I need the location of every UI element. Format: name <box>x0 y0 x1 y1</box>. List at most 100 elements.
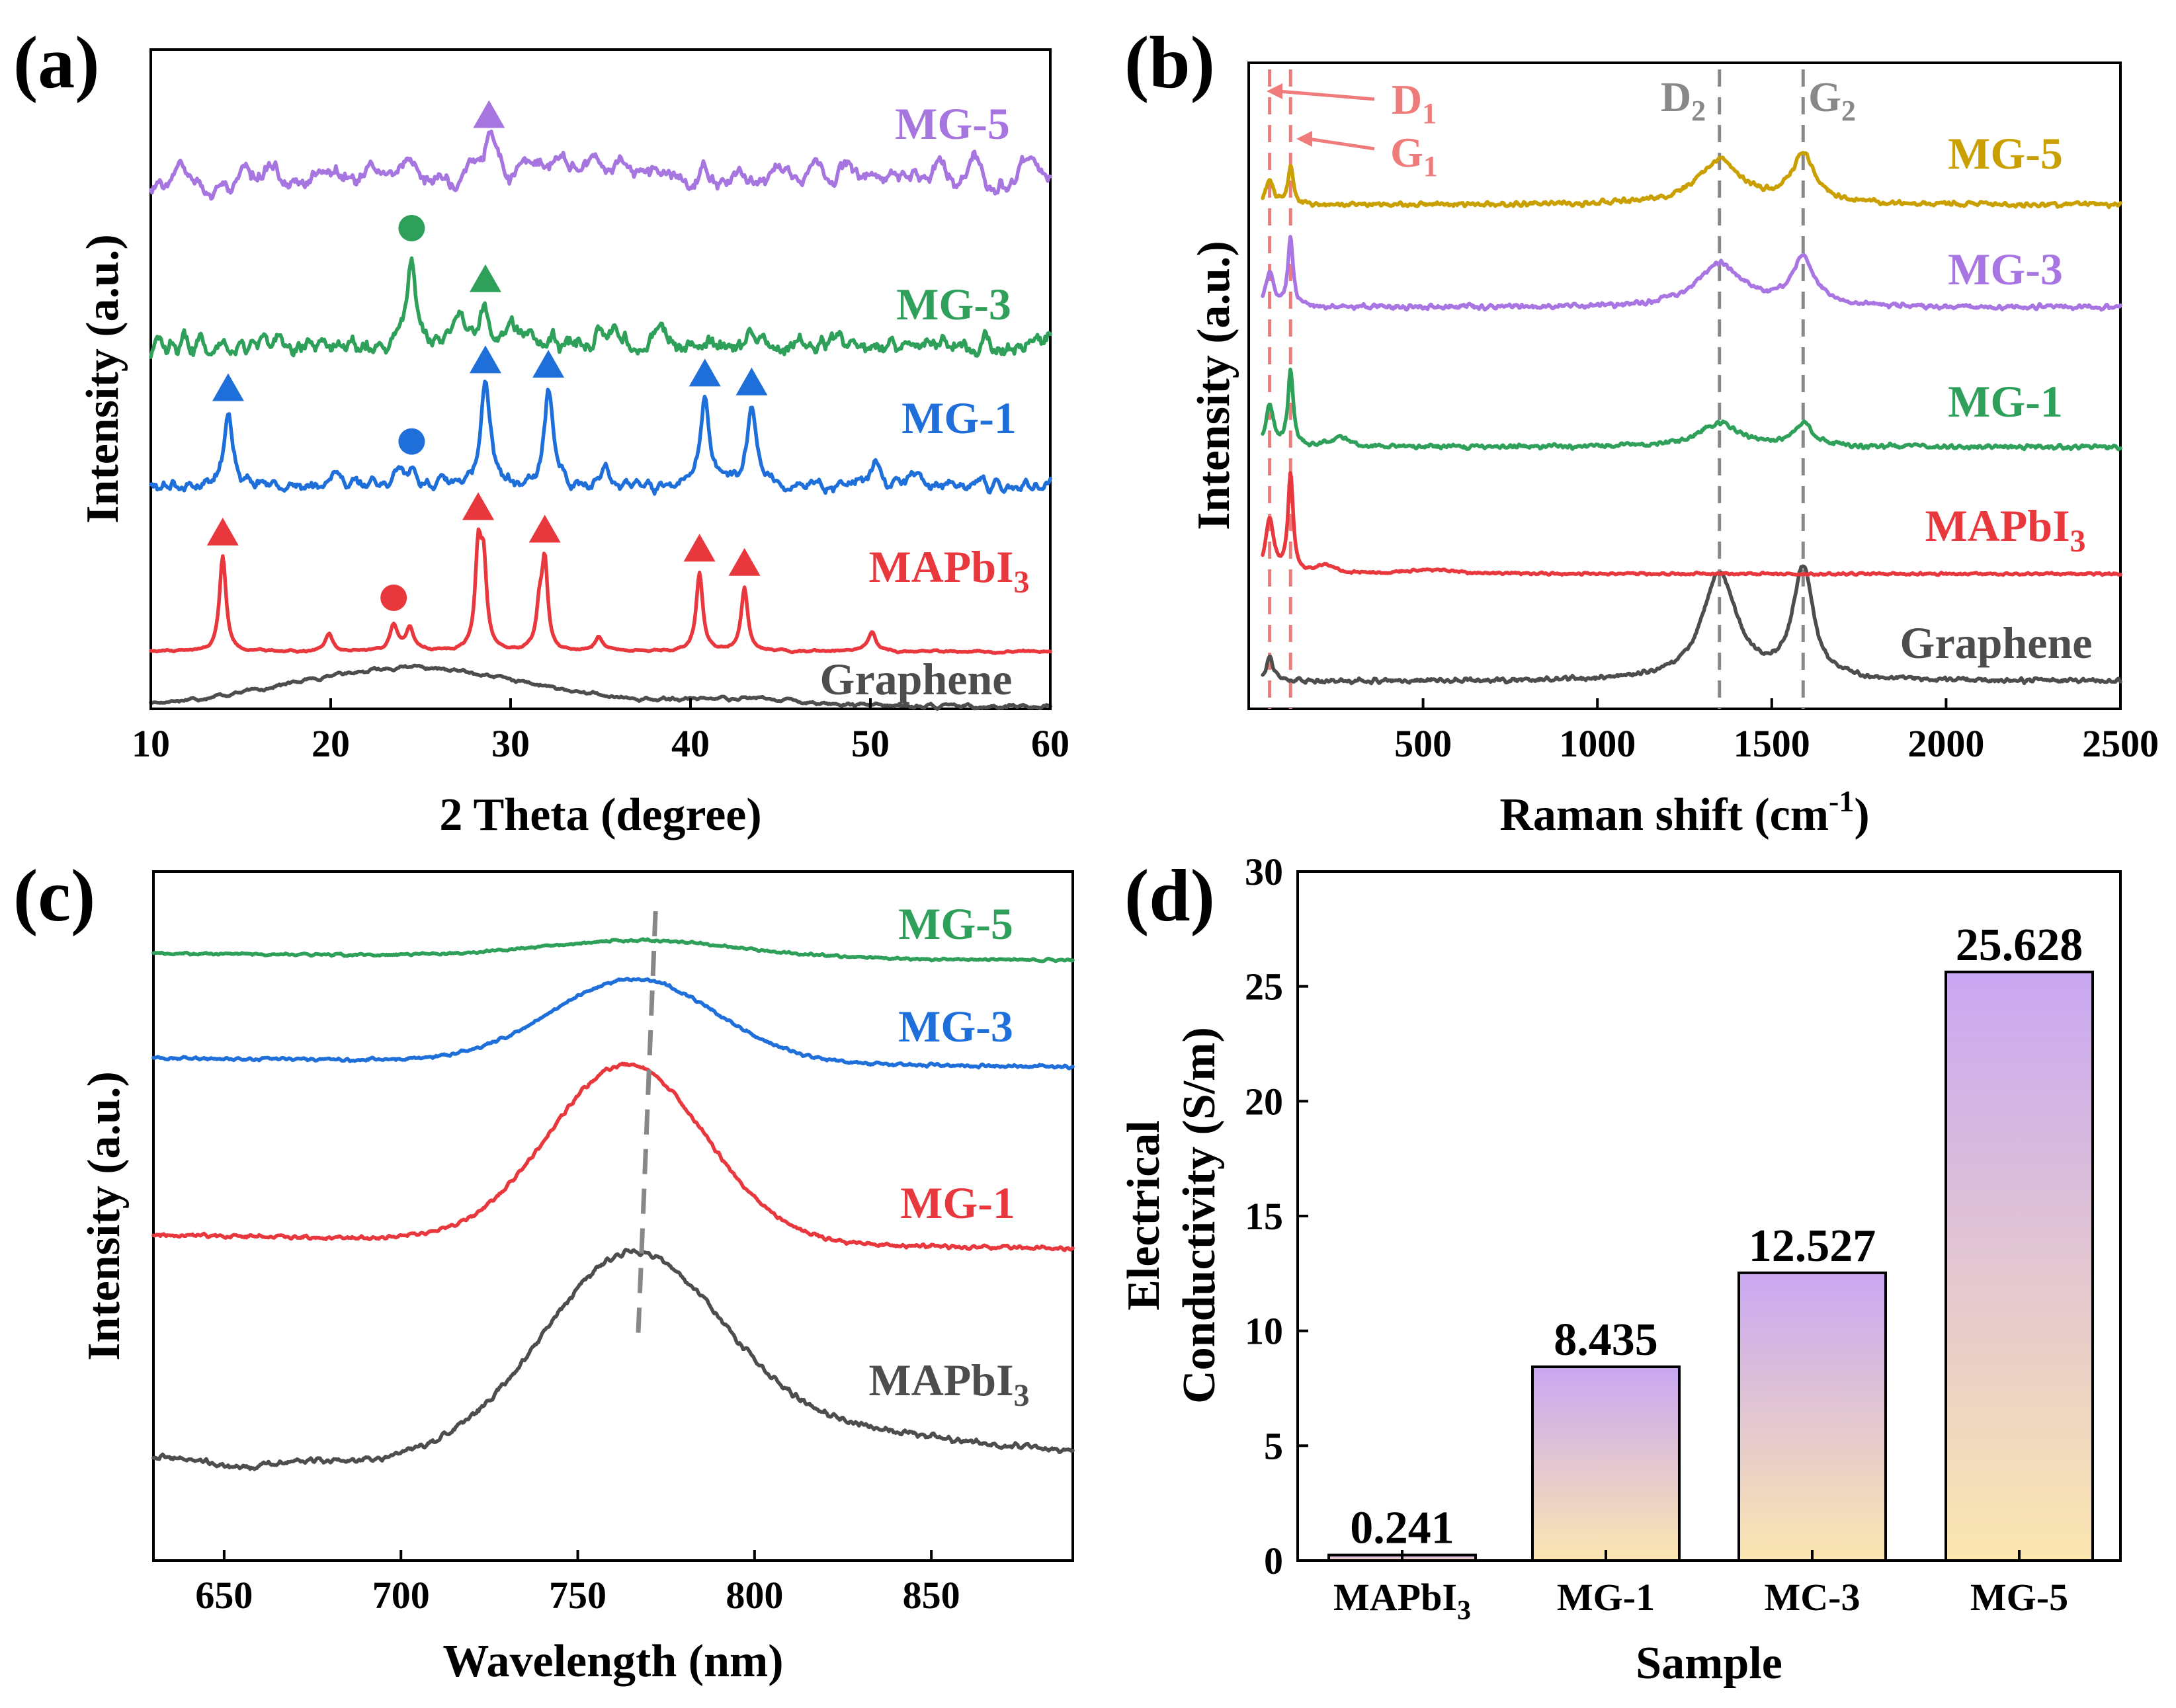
xrd-label-graphene-main: Graphene <box>820 654 1013 704</box>
raman-x-tick-label-2500: 2500 <box>2082 722 2159 765</box>
xrd-label-mg-1-main: MG-1 <box>901 393 1017 443</box>
bar-x-tick-main: MG-1 <box>1557 1576 1655 1619</box>
raman-annot-d2: D2 <box>1661 73 1706 127</box>
bar-mc-3 <box>1737 1271 1887 1562</box>
panel-b-x-axis-title: Raman shift (cm-1) <box>1499 784 1869 840</box>
raman-annot-main: G <box>1808 73 1841 120</box>
raman-curve-mg-1 <box>1261 367 2122 452</box>
pl-curve-mapbi3 <box>151 1248 1075 1471</box>
pl-label-mg-3-main: MG-3 <box>898 1001 1013 1051</box>
raman-x-tick-label-1000: 1000 <box>1559 722 1636 765</box>
xrd-marker-triangle <box>469 264 501 292</box>
bar-value-label-mg-5: 25.628 <box>1956 920 2083 971</box>
bar-value-label-mc-3: 12.527 <box>1749 1221 1876 1272</box>
xrd-marker-triangle <box>206 517 239 546</box>
xrd-label-graphene: Graphene <box>820 654 1013 704</box>
raman-annot-arrow-head <box>1267 83 1282 99</box>
panel-d-bar-chart: 0 5 10 15 20 25 30 0.241 8.435 12.527 25.628 MAPb… <box>1118 850 2122 1689</box>
raman-annot-arrow-line <box>1308 137 1375 151</box>
xrd-label-mg-3: MG-3 <box>896 279 1011 329</box>
panel-d-y-ticks: 0 5 10 15 20 25 30 <box>1245 850 1308 1582</box>
raman-annot-g1: G1 <box>1390 129 1438 183</box>
raman-annot-sub: 1 <box>1422 97 1437 130</box>
bar-mg-1 <box>1531 1365 1681 1563</box>
panel-c-series-labels: MAPbI3 MG-1 MG-3 MG-5 <box>868 899 1029 1413</box>
pl-curve-mg-5 <box>151 937 1075 963</box>
pl-label-mg-5-main: MG-5 <box>898 899 1013 949</box>
bar-value-label-mg-1: 8.435 <box>1554 1315 1658 1365</box>
raman-x-tick-label-500: 500 <box>1394 722 1452 765</box>
pl-x-tick-label-750: 750 <box>549 1574 607 1617</box>
panel-c-pl-chart: 650 700 750 800 850 MAPbI3 MG-1 MG-3 MG-5 Wavel… <box>79 870 1075 1687</box>
raman-label-mg-3-main: MG-3 <box>1948 244 2063 294</box>
raman-label-graphene: Graphene <box>1900 618 2093 668</box>
raman-annot-d1: D1 <box>1392 76 1437 130</box>
xrd-x-tick-label-30: 30 <box>491 722 530 765</box>
panel-a-xrd-chart: 10 20 30 40 50 60 GrapheneMAPbI3MG-1MG-3MG-5 … <box>77 48 1069 840</box>
bar-x-tick-main: MC-3 <box>1765 1576 1861 1619</box>
raman-annot-main: D <box>1392 76 1422 123</box>
raman-label-mg-5: MG-5 <box>1948 128 2063 179</box>
bar-x-tick-main: MAPbI <box>1333 1576 1457 1619</box>
pl-x-tick-label-650: 650 <box>195 1574 253 1617</box>
xrd-marker-triangle <box>532 350 565 378</box>
panel-a-frame <box>149 48 1052 710</box>
panel-label-a: (a) <box>13 22 100 104</box>
panel-c-curves <box>151 937 1075 1471</box>
xrd-marker-circle <box>398 215 425 242</box>
raman-label-mg-3: MG-3 <box>1948 244 2063 294</box>
xrd-x-tick-label-60: 60 <box>1031 722 1069 765</box>
bar-y-tick-label-20: 20 <box>1245 1080 1283 1123</box>
bar-y-tick-label-5: 5 <box>1264 1424 1283 1467</box>
panel-b-x-ticks: 500 1000 1500 2000 2500 <box>1394 698 2159 765</box>
xrd-curve-mapbi3 <box>149 527 1052 655</box>
pl-x-tick-label-700: 700 <box>372 1574 430 1617</box>
panel-c-frame <box>152 870 1074 1562</box>
raman-label-mg-1-main: MG-1 <box>1948 376 2063 427</box>
panel-c-x-ticks: 650 700 750 800 850 <box>195 1550 960 1617</box>
panel-a-curves <box>149 129 1052 711</box>
raman-x-tick-label-1500: 1500 <box>1734 722 1810 765</box>
panel-c-y-axis-title: Intensity (a.u.) <box>79 1071 130 1361</box>
panel-b-x-axis-title-main: Raman shift (cm <box>1499 790 1829 840</box>
pl-label-mg-5: MG-5 <box>898 899 1013 949</box>
panel-label-c: (c) <box>13 855 95 937</box>
xrd-x-tick-label-20: 20 <box>312 722 350 765</box>
pl-peak-guide-line <box>635 911 658 1343</box>
panel-b-curves <box>1261 151 2122 686</box>
panel-d-bars: 0.241 8.435 12.527 25.628 <box>1327 920 2094 1563</box>
pl-label-mg-3: MG-3 <box>898 1001 1013 1051</box>
pl-x-tick-label-850: 850 <box>903 1574 960 1617</box>
raman-label-mapbi3-main: MAPbI <box>1925 501 2070 551</box>
raman-curve-mapbi3 <box>1261 471 2122 577</box>
pl-label-mg-1-main: MG-1 <box>900 1178 1015 1228</box>
xrd-marker-circle <box>398 428 425 455</box>
bar-y-tick-label-15: 15 <box>1245 1195 1283 1238</box>
xrd-x-tick-label-10: 10 <box>132 722 170 765</box>
bar-x-tick-label-mc-3: MC-3 <box>1765 1576 1861 1619</box>
xrd-label-mg-1: MG-1 <box>901 393 1017 443</box>
raman-annot-main: D <box>1661 73 1691 120</box>
xrd-x-tick-label-50: 50 <box>851 722 890 765</box>
panel-d-y-axis-title-line1: Electrical <box>1118 1120 1169 1311</box>
raman-curve-mg-5 <box>1261 151 2122 210</box>
xrd-curve-mg-5 <box>149 129 1052 201</box>
bar-x-tick-label-mg-5: MG-5 <box>1970 1576 2068 1619</box>
panel-b-frame <box>1247 61 2122 710</box>
panel-label-b: (b) <box>1124 22 1215 104</box>
raman-annot-sub: 2 <box>1841 95 1856 127</box>
raman-label-mapbi3-sub: 3 <box>2070 524 2086 559</box>
pl-label-mapbi3: MAPbI3 <box>868 1355 1029 1413</box>
xrd-marker-triangle <box>683 534 716 562</box>
xrd-curve-mg-1 <box>149 380 1052 496</box>
bar-y-tick-label-0: 0 <box>1264 1539 1283 1582</box>
panel-a-y-axis-title: Intensity (a.u.) <box>77 234 128 524</box>
raman-annot-main: G <box>1390 129 1423 176</box>
panel-d-x-axis-title: Sample <box>1636 1638 1782 1689</box>
raman-x-tick-label-2000: 2000 <box>1907 722 1984 765</box>
raman-annot-g2: G2 <box>1808 73 1856 127</box>
xrd-marker-triangle <box>462 492 495 520</box>
